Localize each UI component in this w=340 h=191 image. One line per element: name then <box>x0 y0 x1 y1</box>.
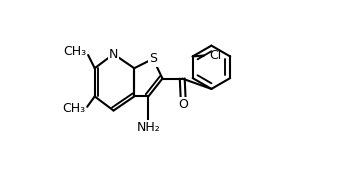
Text: O: O <box>178 98 188 111</box>
Text: S: S <box>149 52 157 65</box>
Text: N: N <box>109 48 118 61</box>
Text: CH₃: CH₃ <box>63 45 86 58</box>
Text: CH₃: CH₃ <box>62 102 85 115</box>
Text: NH₂: NH₂ <box>136 121 160 134</box>
Text: Cl: Cl <box>209 49 222 62</box>
